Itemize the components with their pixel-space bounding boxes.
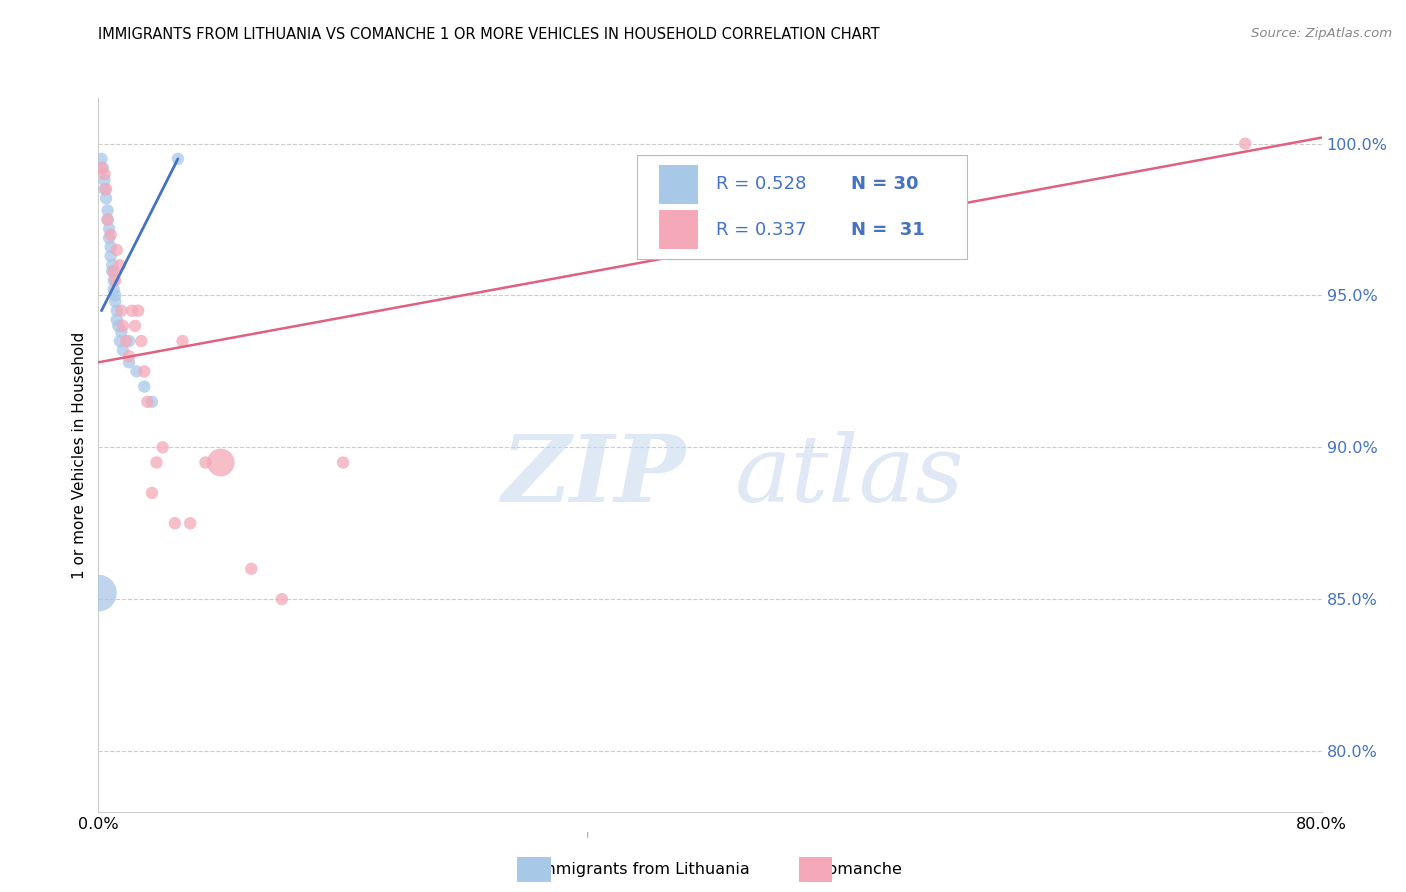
Y-axis label: 1 or more Vehicles in Household: 1 or more Vehicles in Household: [72, 331, 87, 579]
Point: [124, 318, 146, 333]
Point: [93, 173, 115, 187]
Point: [108, 334, 131, 348]
Point: [97, 212, 120, 227]
Point: [98, 221, 121, 235]
Point: [1234, 136, 1257, 151]
Text: IMMIGRANTS FROM LITHUANIA VS COMANCHE 1 OR MORE VEHICLES IN HOUSEHOLD CORRELATIO: IMMIGRANTS FROM LITHUANIA VS COMANCHE 1 …: [98, 27, 880, 42]
Point: [108, 258, 131, 272]
Point: [172, 334, 194, 348]
Text: R = 0.337: R = 0.337: [716, 220, 807, 239]
Point: [118, 355, 141, 369]
Point: [111, 318, 134, 333]
Point: [87, 586, 110, 600]
Point: [110, 325, 132, 339]
Bar: [658, 164, 697, 203]
Point: [152, 440, 174, 454]
Point: [94, 182, 117, 196]
Point: [94, 191, 117, 205]
Text: Immigrants from Lithuania: Immigrants from Lithuania: [520, 863, 749, 877]
Point: [134, 379, 156, 393]
Point: [110, 303, 132, 318]
Point: [103, 264, 125, 278]
Point: [209, 456, 232, 470]
Point: [141, 486, 163, 500]
Point: [101, 258, 124, 272]
Text: N = 30: N = 30: [851, 175, 918, 194]
Point: [125, 364, 148, 378]
Text: ZIP: ZIP: [502, 432, 686, 521]
Point: [118, 349, 141, 363]
Point: [127, 303, 149, 318]
Point: [115, 334, 138, 348]
Point: [105, 313, 128, 327]
Text: Source: ZipAtlas.com: Source: ZipAtlas.com: [1251, 27, 1392, 40]
Point: [111, 343, 134, 358]
Point: [105, 303, 128, 318]
Point: [98, 231, 121, 245]
Point: [104, 294, 127, 309]
Point: [163, 516, 186, 531]
Text: N =  31: N = 31: [851, 220, 925, 239]
Point: [105, 243, 128, 257]
Point: [107, 318, 129, 333]
Point: [134, 364, 156, 378]
Point: [90, 152, 112, 166]
Point: [104, 273, 127, 287]
Point: [104, 288, 127, 302]
Point: [93, 182, 115, 196]
Point: [129, 334, 152, 348]
Point: [136, 394, 159, 409]
Bar: [658, 211, 697, 250]
Point: [90, 161, 112, 175]
Point: [93, 167, 115, 181]
Point: [91, 161, 114, 175]
Point: [101, 264, 124, 278]
Point: [97, 203, 120, 218]
Point: [97, 212, 120, 227]
FancyBboxPatch shape: [637, 155, 967, 259]
Point: [103, 282, 125, 296]
Point: [145, 456, 167, 470]
Point: [100, 240, 122, 254]
Point: [100, 249, 122, 263]
Point: [167, 152, 190, 166]
Point: [141, 394, 163, 409]
Point: [240, 562, 263, 576]
Text: Comanche: Comanche: [801, 863, 903, 877]
Point: [118, 334, 141, 348]
Text: R = 0.528: R = 0.528: [716, 175, 807, 194]
Text: atlas: atlas: [734, 432, 965, 521]
Point: [103, 273, 125, 287]
Point: [121, 303, 143, 318]
Point: [194, 456, 217, 470]
Point: [332, 456, 354, 470]
Point: [270, 592, 292, 607]
Point: [100, 227, 122, 242]
Point: [179, 516, 201, 531]
